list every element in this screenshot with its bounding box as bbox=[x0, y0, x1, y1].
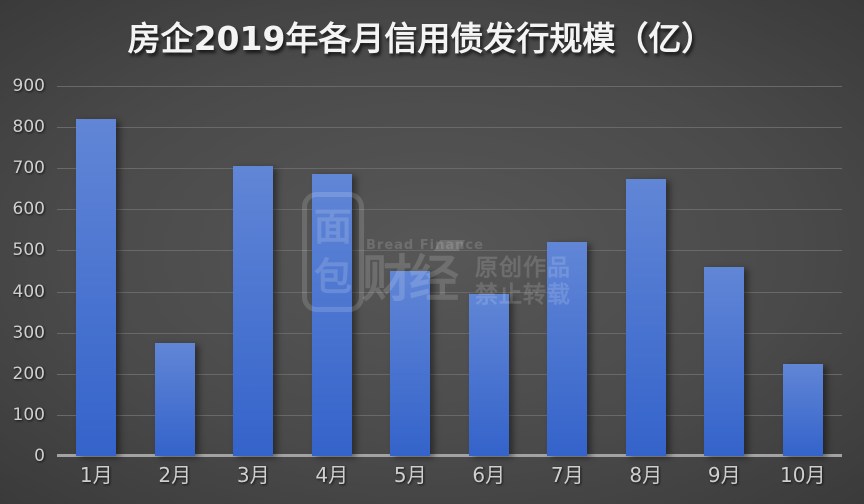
x-tick-label-6月: 6月 bbox=[472, 463, 506, 487]
gridline-700 bbox=[57, 168, 842, 170]
x-tick-label-8月: 8月 bbox=[629, 463, 663, 487]
y-tick-label-500: 500 bbox=[12, 240, 45, 261]
x-tick-label-10月: 10月 bbox=[780, 463, 826, 487]
x-tick-label-7月: 7月 bbox=[550, 463, 584, 487]
gridline-400 bbox=[57, 291, 842, 293]
gridline-200 bbox=[57, 373, 842, 375]
y-tick-label-300: 300 bbox=[12, 322, 45, 343]
y-tick-label-800: 800 bbox=[12, 117, 45, 138]
x-tick-label-4月: 4月 bbox=[315, 463, 349, 487]
x-tick-label-2月: 2月 bbox=[158, 463, 192, 487]
x-tick-label-9月: 9月 bbox=[707, 463, 741, 487]
bar-9月 bbox=[704, 266, 745, 456]
y-tick-label-600: 600 bbox=[12, 199, 45, 220]
gridline-300 bbox=[57, 332, 842, 334]
bar-7月 bbox=[547, 242, 588, 456]
gridline-100 bbox=[57, 414, 842, 416]
y-tick-label-0: 0 bbox=[34, 446, 45, 466]
bar-2月 bbox=[154, 342, 195, 456]
y-tick-label-900: 900 bbox=[12, 76, 45, 96]
y-tick-label-100: 100 bbox=[12, 404, 45, 425]
gridline-600 bbox=[57, 209, 842, 211]
gridline-500 bbox=[57, 250, 842, 252]
x-tick-label-3月: 3月 bbox=[236, 463, 270, 487]
x-tick-label-5月: 5月 bbox=[393, 463, 427, 487]
bar-4月 bbox=[311, 174, 352, 456]
bar-3月 bbox=[233, 166, 274, 456]
plot-area bbox=[57, 86, 842, 457]
y-tick-label-400: 400 bbox=[12, 281, 45, 302]
bar-10月 bbox=[782, 363, 823, 456]
y-tick-label-700: 700 bbox=[12, 158, 45, 179]
chart-title: 房企2019年各月信用债发行规模（亿） bbox=[127, 19, 715, 58]
x-tick-label-1月: 1月 bbox=[79, 463, 113, 487]
y-tick-label-200: 200 bbox=[12, 363, 45, 384]
bar-5月 bbox=[390, 271, 431, 456]
x-axis-line bbox=[57, 454, 842, 457]
bar-6月 bbox=[468, 293, 509, 456]
bars bbox=[57, 86, 842, 456]
bar-8月 bbox=[625, 178, 666, 456]
gridline-800 bbox=[57, 127, 842, 129]
gridline-900 bbox=[57, 86, 842, 87]
bar-1月 bbox=[76, 118, 117, 456]
